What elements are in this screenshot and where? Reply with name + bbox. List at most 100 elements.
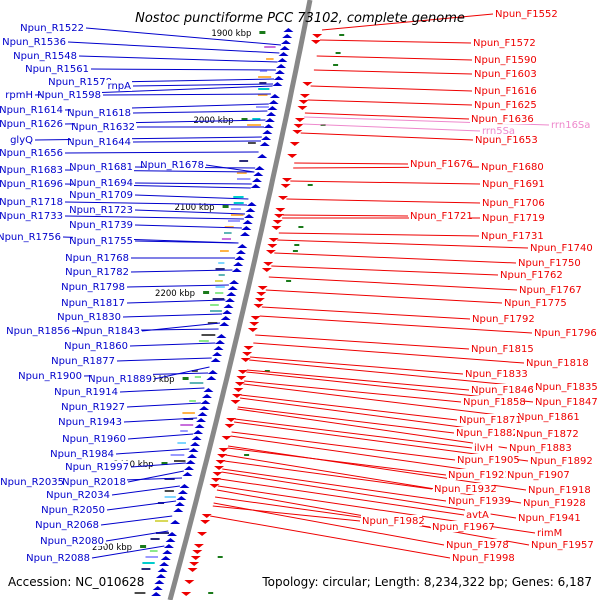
reverse-gene-label[interactable]: Npun_R1943 <box>58 417 122 428</box>
forward-gene-label[interactable]: Npun_F1941 <box>518 513 581 524</box>
reverse-gene-label[interactable]: Npun_R2068 <box>35 520 99 531</box>
forward-gene-label[interactable]: Npun_F1706 <box>482 198 545 209</box>
forward-gene-label[interactable]: Npun_F1892 <box>530 456 593 467</box>
forward-gene-label[interactable]: Npun_F1676 <box>410 159 473 170</box>
rrna-gene-label[interactable]: rrn5Sa <box>482 126 515 137</box>
forward-gene-label[interactable]: Npun_F1691 <box>482 179 545 190</box>
reverse-gene-label[interactable]: Npun_R2034 <box>46 490 110 501</box>
forward-gene-label[interactable]: rimM <box>537 528 562 539</box>
reverse-gene-label[interactable]: rpmH <box>5 90 33 101</box>
reverse-gene-label[interactable]: Npun_R1914 <box>54 387 118 398</box>
forward-gene-label[interactable]: Npun_F1833 <box>465 369 528 380</box>
reverse-gene-label[interactable]: Npun_R1984 <box>50 449 114 460</box>
reverse-gene-label[interactable]: Npun_R1578 <box>48 77 112 88</box>
reverse-gene-label[interactable]: Npun_R1694 <box>69 178 133 189</box>
forward-gene-label[interactable]: Npun_F1918 <box>528 485 591 496</box>
reverse-gene-label[interactable]: Npun_R1718 <box>0 197 63 208</box>
forward-gene-label[interactable]: Npun_F1625 <box>474 100 537 111</box>
reverse-gene-label[interactable]: Npun_R1681 <box>69 162 133 173</box>
forward-gene-label[interactable]: Npun_F1721 <box>410 211 473 222</box>
reverse-gene-label[interactable]: Npun_R1644 <box>67 137 131 148</box>
reverse-gene-label[interactable]: Npun_R1817 <box>61 298 125 309</box>
forward-gene-label[interactable]: Npun_F1872 <box>516 429 579 440</box>
reverse-gene-label[interactable]: Npun_R1618 <box>67 108 131 119</box>
reverse-gene-label[interactable]: Npun_R1830 <box>57 312 121 323</box>
forward-gene-label[interactable]: Npun_F1815 <box>471 344 534 355</box>
forward-gene-label[interactable]: Npun_F1978 <box>446 540 509 551</box>
reverse-gene-label[interactable]: Npun_R1696 <box>0 179 63 190</box>
forward-gene-label[interactable]: Npun_F1636 <box>471 114 534 125</box>
reverse-gene-label[interactable]: Npun_R2035 <box>0 477 64 488</box>
reverse-gene-label[interactable]: Npun_R1843 <box>76 326 140 337</box>
forward-gene-label[interactable]: Npun_F1907 <box>507 470 570 481</box>
reverse-gene-label[interactable]: rnpA <box>108 81 132 92</box>
forward-gene-label[interactable]: Npun_F1653 <box>475 135 538 146</box>
reverse-gene-label[interactable]: Npun_R1860 <box>64 341 128 352</box>
reverse-gene-label[interactable]: Npun_R1733 <box>0 211 63 222</box>
forward-gene-label[interactable]: Npun_F1603 <box>474 69 537 80</box>
forward-gene-label[interactable]: ilvH <box>474 443 493 454</box>
forward-gene-label[interactable]: Npun_F1883 <box>509 443 572 454</box>
forward-gene-label[interactable]: Npun_F1719 <box>482 213 545 224</box>
reverse-gene-label[interactable]: Npun_R1960 <box>62 434 126 445</box>
reverse-gene-label[interactable]: Npun_R1877 <box>51 356 115 367</box>
forward-gene-label[interactable]: Npun_F1982 <box>362 516 425 527</box>
reverse-gene-label[interactable]: Npun_R2080 <box>40 536 104 547</box>
forward-gene-label[interactable]: Npun_F1762 <box>500 270 563 281</box>
reverse-gene-label[interactable]: Npun_R1614 <box>0 105 63 116</box>
forward-gene-label[interactable]: Npun_F1616 <box>474 86 537 97</box>
reverse-gene-label[interactable]: Npun_R1756 <box>0 232 61 243</box>
forward-gene-label[interactable]: Npun_F1939 <box>448 496 511 507</box>
reverse-gene-label[interactable]: Npun_R1561 <box>25 64 89 75</box>
reverse-gene-label[interactable]: Npun_R1626 <box>0 119 63 130</box>
reverse-gene-label[interactable]: Npun_R1536 <box>2 37 66 48</box>
forward-gene-label[interactable]: Npun_F1740 <box>530 243 593 254</box>
forward-gene-label[interactable]: Npun_F1835 <box>535 382 598 393</box>
reverse-gene-label[interactable]: Npun_R1683 <box>0 165 63 176</box>
reverse-gene-label[interactable]: Npun_R1768 <box>65 253 129 264</box>
reverse-gene-label[interactable]: Npun_R1927 <box>61 402 125 413</box>
forward-gene-label[interactable]: Npun_F1680 <box>481 162 544 173</box>
reverse-gene-label[interactable]: Npun_R1739 <box>69 220 133 231</box>
reverse-gene-label[interactable]: Npun_R1889 <box>88 374 152 385</box>
reverse-gene-label[interactable]: Npun_R1782 <box>65 267 129 278</box>
reverse-gene-label[interactable]: glyQ <box>10 135 33 146</box>
forward-gene-label[interactable]: Npun_F1932 <box>434 484 497 495</box>
forward-gene-label[interactable]: Npun_F1731 <box>481 231 544 242</box>
forward-gene-label[interactable]: Npun_F1750 <box>518 258 581 269</box>
forward-gene-label[interactable]: Npun_F1921 <box>448 470 511 481</box>
reverse-gene-label[interactable]: Npun_R1548 <box>13 51 77 62</box>
reverse-gene-label[interactable]: Npun_R1632 <box>71 122 135 133</box>
reverse-gene-label[interactable]: Npun_R2050 <box>41 505 105 516</box>
forward-gene-label[interactable]: Npun_F1792 <box>472 314 535 325</box>
reverse-gene-label[interactable]: Npun_R1709 <box>69 190 133 201</box>
reverse-gene-label[interactable]: Npun_R1522 <box>20 23 84 34</box>
rrna-gene-label[interactable]: rrn16Sa <box>551 120 590 131</box>
forward-gene-label[interactable]: Npun_F1858 <box>463 397 526 408</box>
forward-gene-label[interactable]: Npun_F1928 <box>523 498 586 509</box>
forward-gene-label[interactable]: Npun_F1998 <box>452 553 515 564</box>
reverse-gene-label[interactable]: Npun_R2088 <box>26 553 90 564</box>
forward-gene-label[interactable]: Npun_F1882 <box>456 428 519 439</box>
forward-gene-label[interactable]: Npun_F1590 <box>474 55 537 66</box>
reverse-gene-label[interactable]: Npun_R1900 <box>18 371 82 382</box>
reverse-gene-label[interactable]: Npun_R1798 <box>61 282 125 293</box>
forward-gene-label[interactable]: Npun_F1818 <box>526 358 589 369</box>
forward-gene-label[interactable]: Npun_F1847 <box>535 397 598 408</box>
reverse-gene-label[interactable]: Npun_R1678 <box>140 160 204 171</box>
reverse-gene-label[interactable]: Npun_R1598 <box>37 90 101 101</box>
forward-gene-label[interactable]: Npun_F1957 <box>531 540 594 551</box>
forward-gene-label[interactable]: Npun_F1967 <box>432 522 495 533</box>
forward-gene-label[interactable]: Npun_F1846 <box>471 385 534 396</box>
forward-gene-label[interactable]: Npun_F1796 <box>534 328 597 339</box>
forward-gene-label[interactable]: Npun_F1572 <box>473 38 536 49</box>
forward-gene-label[interactable]: avtA <box>466 510 489 521</box>
forward-gene-label[interactable]: Npun_F1767 <box>519 285 582 296</box>
forward-gene-label[interactable]: Npun_F1871 <box>459 415 522 426</box>
forward-gene-label[interactable]: Npun_F1775 <box>504 298 567 309</box>
reverse-gene-label[interactable]: Npun_R1723 <box>69 205 133 216</box>
reverse-gene-label[interactable]: Npun_R1997 <box>65 462 129 473</box>
forward-gene-label[interactable]: Npun_F1905 <box>457 455 520 466</box>
reverse-gene-label[interactable]: Npun_R1656 <box>0 148 63 159</box>
reverse-gene-label[interactable]: Npun_R1856 <box>6 326 70 337</box>
